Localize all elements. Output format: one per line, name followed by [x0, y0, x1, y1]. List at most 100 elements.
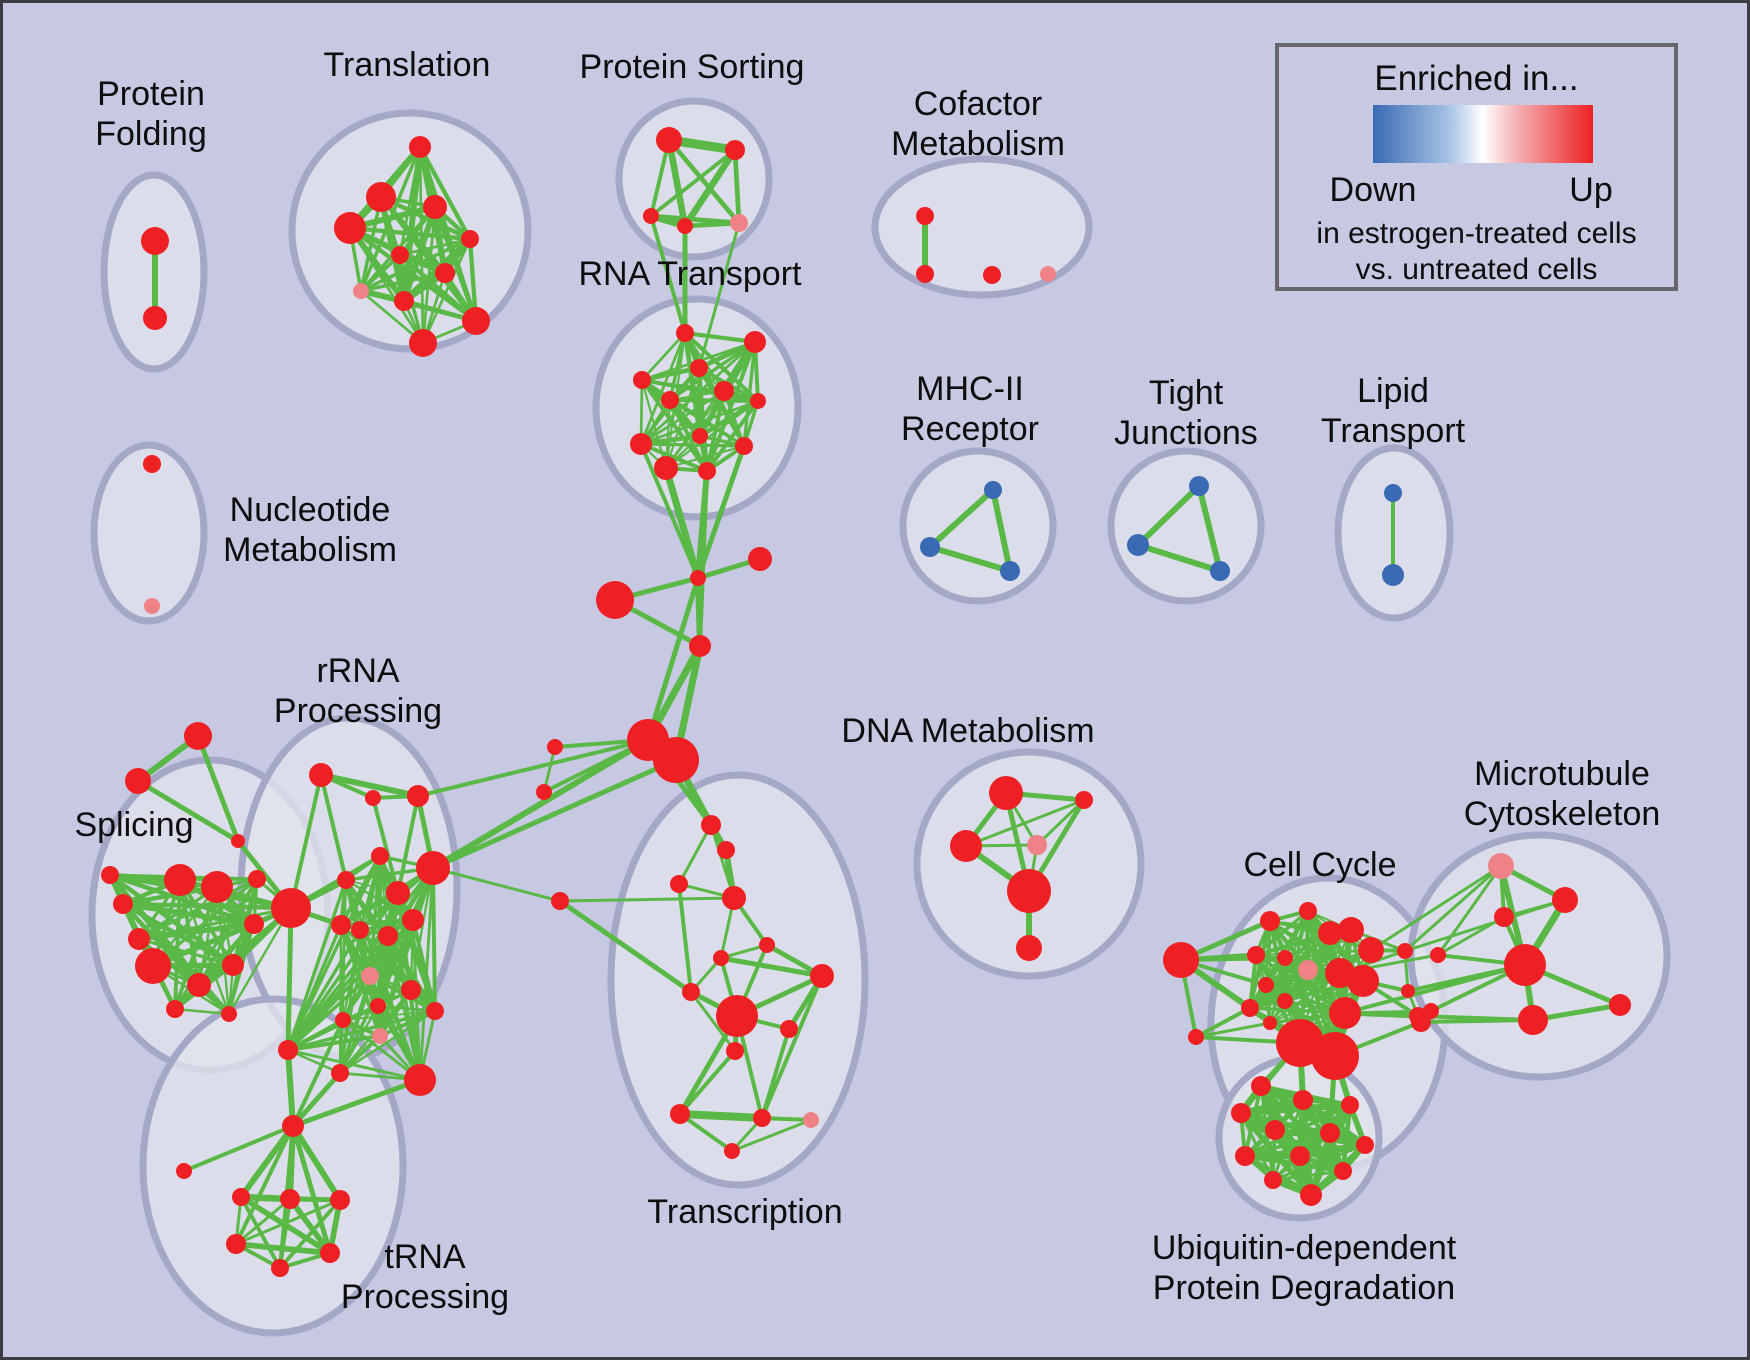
cluster-label-transcription: Transcription: [647, 1193, 842, 1231]
cluster-ellipse-protein_sorting: [615, 97, 773, 261]
node: [1075, 791, 1093, 809]
node: [701, 815, 721, 835]
edge: [338, 1009, 437, 1075]
node: [366, 182, 396, 212]
node: [1293, 1090, 1313, 1110]
edge: [107, 872, 257, 927]
node: [692, 428, 708, 444]
edge: [318, 772, 421, 799]
node: [753, 1109, 771, 1127]
edge: [1343, 963, 1527, 1015]
edge: [682, 220, 742, 229]
node: [1247, 946, 1265, 964]
node: [113, 894, 133, 914]
cluster-label-trna: Processing: [341, 1278, 509, 1316]
edge: [182, 1124, 295, 1173]
edge: [639, 331, 687, 446]
edge: [430, 757, 679, 871]
node: [744, 331, 766, 353]
node: [141, 227, 169, 255]
edge: [1194, 1006, 1252, 1039]
edge: [227, 877, 259, 1016]
node: [1210, 561, 1230, 581]
node: [670, 875, 688, 893]
edge: [990, 487, 1013, 574]
node: [244, 914, 264, 934]
node: [1163, 942, 1199, 978]
edge: [416, 738, 650, 798]
legend: Enriched in... Down Up in estrogen-treat…: [1275, 43, 1678, 291]
edge: [666, 137, 742, 226]
node: [1341, 1096, 1359, 1114]
edge: [683, 331, 760, 403]
node: [690, 570, 706, 586]
edge: [1135, 483, 1202, 548]
node: [271, 1259, 289, 1277]
node: [689, 635, 711, 657]
node: [1397, 943, 1413, 959]
node: [135, 948, 171, 984]
node: [222, 954, 244, 976]
cluster-label-splicing: Splicing: [74, 806, 193, 844]
edge: [285, 1047, 296, 1129]
cluster-label-cell_cycle: Cell Cycle: [1243, 846, 1396, 884]
edge: [135, 778, 241, 844]
cluster-ellipse-mhc: [899, 447, 1057, 605]
node: [125, 768, 151, 794]
edge: [1284, 949, 1372, 959]
edge: [286, 878, 348, 1052]
edge: [233, 1241, 333, 1256]
cluster-label-cofactor: Metabolism: [891, 125, 1065, 163]
node: [1358, 937, 1384, 963]
edge: [640, 331, 687, 382]
node: [551, 892, 569, 910]
node: [1260, 911, 1280, 931]
node: [337, 871, 355, 889]
node: [221, 1006, 237, 1022]
node: [682, 983, 700, 1001]
edge: [227, 906, 293, 1016]
edge: [386, 934, 437, 1013]
edge: [286, 934, 390, 1052]
node: [1329, 997, 1361, 1029]
edge: [291, 1018, 345, 1128]
node: [989, 776, 1023, 810]
edge: [173, 922, 256, 1011]
node: [1347, 965, 1379, 997]
node: [726, 1042, 744, 1060]
edge: [338, 923, 343, 1075]
node: [654, 456, 678, 480]
node: [353, 283, 369, 299]
node: [730, 214, 748, 232]
edge: [668, 398, 760, 403]
edge: [640, 378, 709, 473]
node: [1411, 1012, 1431, 1032]
node: [1318, 921, 1342, 945]
node: [984, 481, 1002, 499]
node: [164, 864, 196, 896]
edge: [676, 1110, 766, 1122]
node: [780, 1020, 798, 1038]
edge: [639, 442, 709, 473]
node: [735, 437, 753, 455]
node: [1277, 993, 1293, 1009]
node: [386, 881, 410, 905]
node: [1494, 907, 1514, 927]
edge: [927, 544, 1013, 574]
edge: [215, 885, 231, 1016]
node: [653, 737, 699, 783]
node: [331, 1064, 349, 1082]
node: [596, 581, 634, 619]
node: [248, 870, 266, 888]
node: [143, 455, 161, 473]
node: [633, 371, 651, 389]
edge: [411, 918, 437, 1013]
node: [547, 739, 563, 755]
cluster-label-rna_transport: RNA Transport: [579, 255, 803, 293]
edge: [1296, 1141, 1369, 1160]
cluster-label-dna: DNA Metabolism: [841, 712, 1094, 750]
legend-up-label: Up: [1569, 171, 1613, 209]
edge: [689, 990, 737, 1053]
